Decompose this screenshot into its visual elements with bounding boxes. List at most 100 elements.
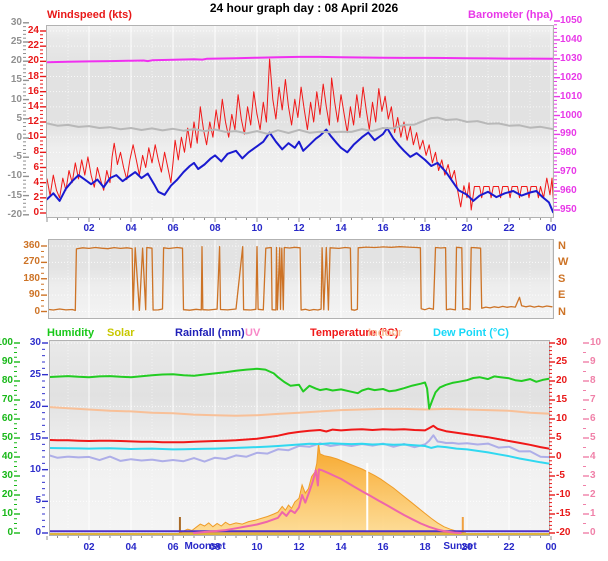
axis-tick-label: -20 [7,208,22,220]
axis-tick-label: 1030 [560,52,583,64]
legend-dew-point: Dew Point (°C) [433,327,509,339]
axis-tick-label: 0 [34,305,40,317]
axis-tick-label: 9 [590,356,596,367]
hour-label: 10 [251,223,263,234]
axis-tick-label: 30 [29,337,41,348]
axis-tick-label: 90 [1,356,13,367]
axis-tick-label: 20 [10,55,22,67]
compass-e: E [558,289,566,302]
axis-tick-label: 15 [29,432,41,443]
wind-barometer-plot[interactable] [46,25,554,218]
axis-tick-label: 1010 [560,90,583,102]
axis-tick-label: 6 [33,161,39,173]
axis-tick-label: 2 [33,191,39,203]
axis-tick-label: 70 [1,394,13,405]
axis-tick-label: 5 [35,495,41,507]
axis-tick-label: 4 [33,176,39,188]
axis-tick-label: 5 [556,432,562,443]
axis-tick-label: 990 [560,128,577,140]
axis-tick-label: 10 [27,131,39,143]
axis-tick-label: 12 [27,116,39,127]
axis-tick-label: 90 [28,289,40,301]
hour-label: 22 [503,542,515,553]
hour-label: 02 [83,223,95,234]
axis-tick-label: 360 [23,240,40,251]
axis-tick-label: 2 [590,489,596,500]
page-title: 24 hour graph day : 08 April 2026 [209,1,399,15]
axis-tick-label: 1020 [560,71,583,83]
axis-tick-label: 18 [27,70,39,82]
axis-tick-label: 270 [23,256,40,268]
legend-temperature: Temperature (°C) [310,327,399,339]
climate-plot[interactable] [49,340,550,536]
legend-uv: UV [245,327,261,339]
axis-tick-label: 0 [35,527,41,538]
axis-tick-label: 100 [0,337,13,348]
axis-tick-label: 50 [1,432,13,443]
axis-tick-label: 80 [1,375,13,386]
wind-direction-plot[interactable] [48,239,554,319]
axis-tick-label: 1 [590,508,596,519]
hour-label: 02 [83,542,95,553]
axis-tick-label: 180 [23,272,40,284]
axis-tick-label: 24 [27,25,39,36]
compass-w: W [558,256,569,269]
axis-tick-label: 22 [27,40,39,52]
hour-label: 08 [209,542,221,553]
hour-label: 18 [419,223,431,234]
axis-tick-label: 1050 [560,15,583,26]
windspeed-axis-title: Windspeed (kts) [47,9,132,21]
axis-tick-label: 30 [556,337,568,348]
axis-tick-label: -10 [556,489,571,500]
axis-tick-label: -15 [7,189,22,201]
barometer-axis-title: Barometer (hpa) [468,9,553,21]
axis-tick-label: 30 [10,16,22,28]
hour-label: 04 [125,542,137,553]
axis-tick-label: 15 [556,394,568,405]
axis-tick-label: 970 [560,166,577,178]
axis-tick-label: 3 [590,470,596,481]
hour-label: 20 [461,542,473,553]
axis-tick-label: 15 [10,74,22,86]
hour-label: 00 [545,542,557,553]
sunset-label: Sunset [443,541,477,552]
axis-tick-label: 5 [590,432,596,443]
axis-tick-label: 10 [10,93,22,105]
axis-tick-label: 10 [590,337,602,348]
axis-tick-label: 960 [560,185,577,197]
axis-tick-label: 8 [590,375,596,386]
hour-label: 04 [125,223,137,234]
axis-tick-label: 30 [1,470,13,481]
axis-tick-label: 10 [29,463,41,475]
axis-tick-label: 20 [556,375,568,386]
axis-tick-label: -5 [556,470,565,481]
compass-n-top: N [558,240,566,252]
hour-label: 12 [293,542,305,553]
axis-tick-label: 1000 [560,109,583,121]
axis-tick-label: 16 [27,85,39,97]
axis-tick-label: 0 [7,527,13,538]
hour-label: 16 [377,223,389,234]
hour-label: 22 [503,223,515,234]
axis-tick-label: 25 [29,368,41,380]
legend-rainfall: Rainfall (mm) [175,327,245,339]
axis-tick-label: 25 [10,36,22,47]
hour-label: 20 [461,223,473,234]
hour-label: 14 [335,223,347,234]
hour-label: 08 [209,223,221,234]
compass-n-bottom: N [558,305,566,318]
axis-tick-label: 10 [556,413,568,424]
axis-tick-label: 0 [590,527,596,538]
axis-tick-label: 20 [1,489,13,500]
axis-tick-label: -10 [7,170,22,182]
hour-label: 18 [419,542,431,553]
axis-tick-label: 20 [27,55,39,67]
hour-label: 12 [293,223,305,234]
axis-tick-label: 60 [1,413,13,424]
axis-tick-label: 20 [29,400,41,412]
axis-tick-label: 0 [33,207,39,218]
hour-label: 16 [377,542,389,553]
axis-tick-label: -20 [556,527,571,538]
legend-solar: Solar [107,327,135,339]
